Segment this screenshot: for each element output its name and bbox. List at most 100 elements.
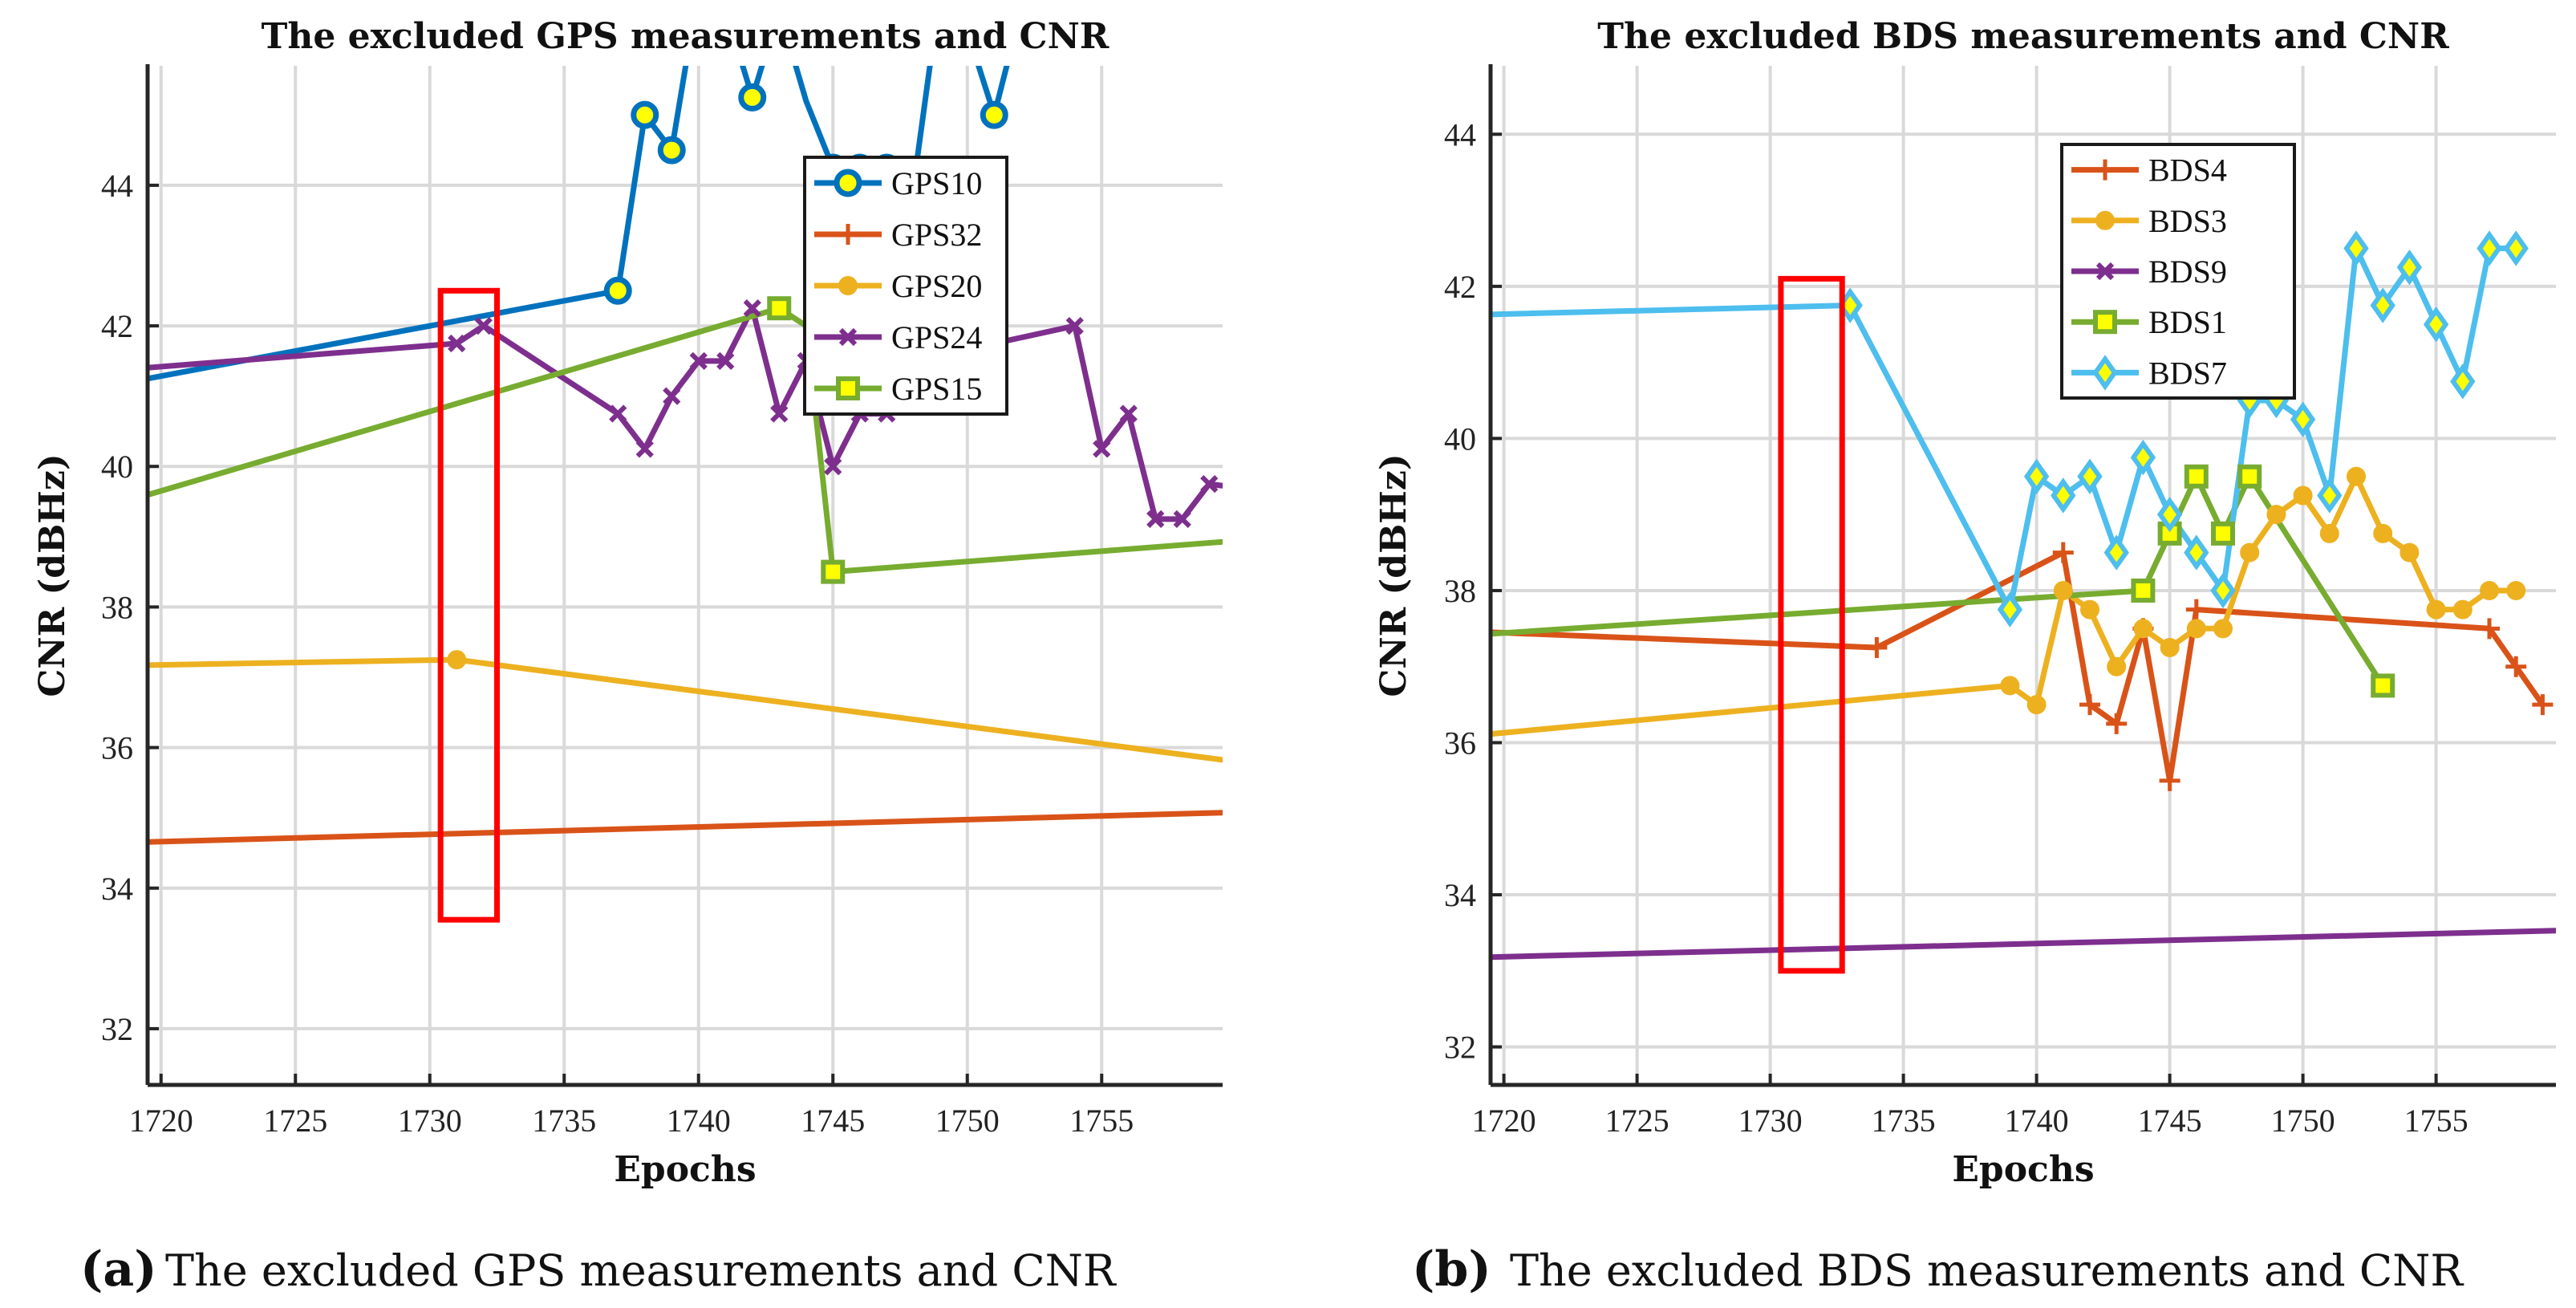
bds1-legend-marker: [2093, 310, 2117, 335]
bds4-legend-marker: [2095, 159, 2116, 181]
y-tick-label: 34: [1444, 877, 1476, 913]
bds7-legend-marker: [2092, 355, 2118, 391]
bds9-legend-label: BDS9: [2148, 254, 2227, 290]
y-tick-label: 36: [1444, 725, 1476, 762]
x-tick-label: 1745: [801, 1103, 865, 1139]
x-tick-label: 1725: [263, 1103, 327, 1139]
bds7-point: [2477, 230, 2502, 266]
y-tick-label: 44: [1444, 116, 1476, 152]
bds3-point: [2347, 466, 2366, 486]
bds3-point: [2080, 599, 2099, 619]
x-axis-label: Epochs: [1952, 1149, 2094, 1190]
gps15-line: [148, 305, 1223, 575]
bds7-legend-label: BDS7: [2148, 355, 2227, 391]
gps24-point: [663, 387, 681, 405]
y-axis-label: CNR (dBHz): [32, 453, 73, 697]
gps10-point: [631, 100, 659, 129]
bds3-point: [2426, 599, 2446, 619]
highlight-box: [437, 287, 501, 923]
x-tick-label: 1750: [2271, 1103, 2335, 1139]
x-tick-label: 1720: [1472, 1103, 1536, 1139]
bds7-point: [2396, 249, 2423, 286]
bds3-legend-label: BDS3: [2148, 203, 2227, 239]
bds1-point: [2211, 521, 2235, 546]
x-tick-label: 1720: [129, 1103, 193, 1139]
gps24-legend-label: GPS24: [891, 319, 982, 355]
bds4-point: [2532, 694, 2554, 716]
bds7-point: [2290, 401, 2316, 437]
highlight-box: [1778, 275, 1845, 974]
bds3-point: [2186, 619, 2206, 639]
gps24-point: [743, 299, 761, 318]
bds7-point: [2156, 496, 2183, 533]
y-tick-label: 40: [1444, 420, 1476, 457]
y-tick-label: 36: [101, 730, 133, 766]
bds3-point: [2319, 523, 2339, 543]
bds4-point: [2159, 770, 2180, 791]
y-tick-label: 32: [1444, 1030, 1476, 1066]
y-tick-label: 34: [101, 871, 133, 907]
bds3-point: [2133, 619, 2153, 639]
gps24-point: [609, 404, 627, 423]
y-axis-label: CNR (dBHz): [1373, 453, 1414, 697]
bds4-point: [2479, 618, 2500, 640]
x-tick-label: 1740: [2005, 1103, 2069, 1139]
gps10-legend-label: GPS10: [891, 165, 982, 201]
gps24-point: [824, 457, 842, 476]
bds-chart: 1720 1725 1730 1735 1740 1745 1750 1755 32 34 36 38…: [1373, 16, 2556, 1298]
gps-plot-area: [148, 66, 1223, 845]
bds-plot-area: [1491, 230, 2556, 961]
bds3-point: [2506, 580, 2526, 600]
y-tick-label: 40: [101, 449, 133, 485]
bds3-point: [2452, 599, 2473, 619]
bds4-point: [2106, 713, 2128, 734]
bds3-point: [2160, 638, 2180, 658]
bds3-point: [2213, 619, 2233, 639]
bds1-point: [2371, 673, 2395, 698]
bds7-point: [2450, 364, 2476, 400]
y-tick-label: 32: [101, 1011, 133, 1047]
gps24-point: [1093, 440, 1111, 458]
bds7-point: [2103, 534, 2129, 571]
gps20-legend-label: GPS20: [891, 268, 982, 304]
bds3-point: [2240, 542, 2260, 563]
y-tick-label: 42: [101, 308, 133, 344]
gps32-line: [148, 810, 1223, 845]
bds1-point: [2237, 464, 2262, 489]
y-tick-label: 42: [1444, 269, 1476, 305]
gps10-point: [603, 276, 632, 305]
gps-caption-letter: (a): [80, 1241, 157, 1298]
bds3-point: [2480, 580, 2499, 600]
gps15-legend-label: GPS15: [891, 371, 982, 407]
gps24-point: [635, 440, 654, 458]
gps10-line: [148, 66, 1010, 382]
bds7-point: [2130, 439, 2156, 476]
bds3-point: [2053, 580, 2073, 600]
bds3-point: [2266, 505, 2286, 525]
gps10-point: [738, 83, 767, 112]
gps24-point: [1119, 404, 1138, 423]
gps24-point: [716, 351, 735, 370]
gps24-point: [689, 351, 708, 370]
gps15-legend-marker: [836, 376, 860, 400]
x-tick-label: 1730: [1738, 1103, 1803, 1139]
bds4-point: [2505, 656, 2527, 677]
y-tick-label: 38: [1444, 573, 1476, 609]
bds7-point: [2423, 307, 2449, 343]
gps15-point: [821, 559, 846, 584]
gps10-point: [657, 136, 686, 165]
gps-caption-text: The excluded GPS measurements and CNR: [165, 1245, 1117, 1296]
x-tick-label: 1745: [2138, 1103, 2202, 1139]
bds3-legend-marker: [2095, 210, 2115, 230]
bds4-point: [2052, 542, 2074, 563]
bds9-legend-marker: [2095, 262, 2115, 281]
gps-legend: GPS10 GPS32 GPS20 GPS24 GPS15: [803, 156, 1008, 416]
bds7-point: [2184, 534, 2209, 571]
gps-chart: 1720 1725 1730 1735 1740 1745 1750 1755 32 34 36 38…: [32, 16, 1223, 1298]
gps24-point: [1200, 475, 1219, 494]
bds1-legend-label: BDS1: [2148, 304, 2227, 340]
gps20-line: [148, 656, 1223, 763]
y-tick-label: 38: [101, 589, 133, 625]
gps10-point: [980, 100, 1008, 129]
